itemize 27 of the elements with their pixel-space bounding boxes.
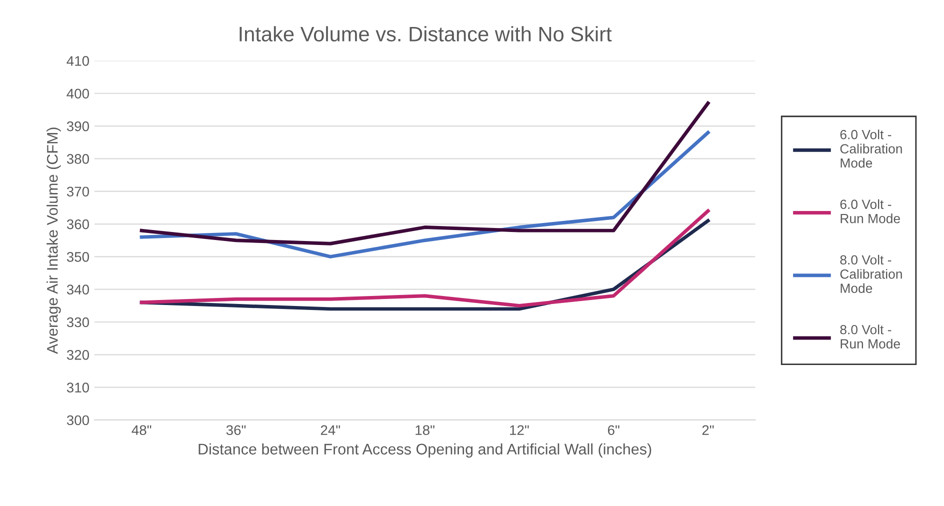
y-tick-label: 370 bbox=[66, 186, 89, 197]
x-tick-label: 18" bbox=[416, 425, 434, 436]
y-tick-label: 360 bbox=[66, 219, 89, 230]
y-tick-label: 300 bbox=[66, 415, 89, 426]
x-tick-label: 36" bbox=[226, 425, 246, 436]
x-tick-label: 24" bbox=[320, 425, 340, 435]
y-tick-label: 340 bbox=[66, 284, 89, 295]
x-tick-label: 6" bbox=[608, 425, 620, 436]
y-tick-label: 320 bbox=[66, 350, 89, 360]
y-tick-label: 380 bbox=[66, 154, 89, 164]
y-tick-label: 350 bbox=[66, 252, 89, 262]
y-tick-label: 410 bbox=[66, 56, 89, 66]
x-tick-label: 48" bbox=[132, 425, 152, 436]
y-tick-label: 390 bbox=[66, 121, 89, 132]
y-tick-label: 310 bbox=[66, 382, 89, 392]
legend-label: 6.0 Volt - Calibration Mode bbox=[840, 130, 902, 168]
y-tick-label: 400 bbox=[66, 88, 89, 99]
x-tick-label: 2" bbox=[702, 425, 714, 435]
y-tick-label: 330 bbox=[66, 317, 89, 328]
legend-label: 8.0 Volt - Run Mode bbox=[840, 324, 900, 349]
x-tick-label: 12" bbox=[510, 425, 529, 435]
legend-label: 8.0 Volt - Calibration Mode bbox=[840, 254, 902, 293]
line-series bbox=[140, 101, 710, 246]
chart-title: Intake Volume vs. Distance with No Skirt bbox=[240, 26, 612, 42]
y-axis-title: Average Air Intake Volume (CFM) bbox=[46, 128, 61, 354]
legend-label: 6.0 Volt - Run Mode bbox=[840, 199, 900, 224]
x-axis-title: Distance between Front Access Opening and Artificial Wall (inches) bbox=[198, 443, 652, 458]
